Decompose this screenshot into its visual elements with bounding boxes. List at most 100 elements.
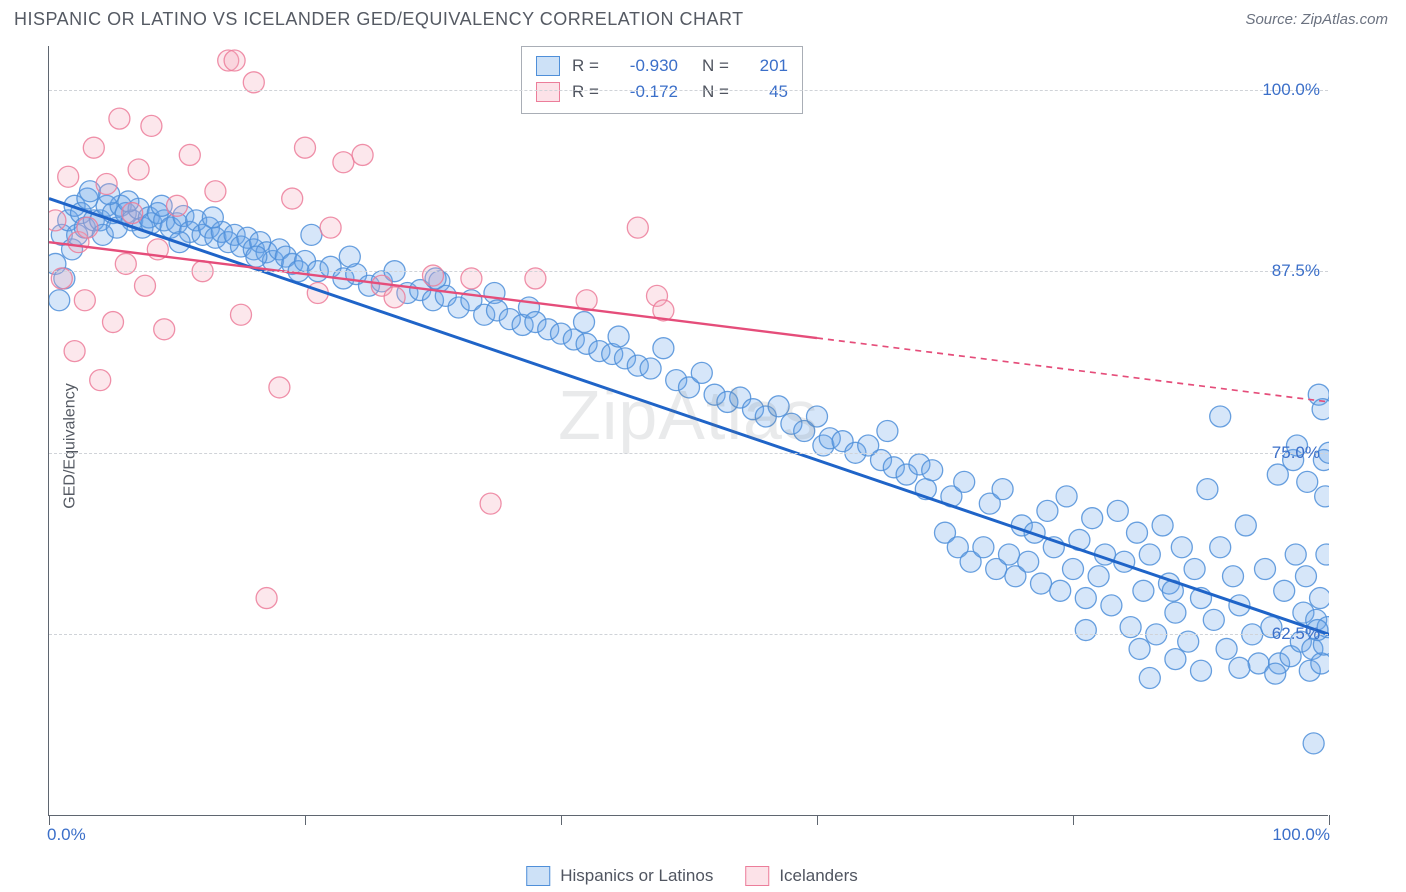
- x-tick: [305, 815, 306, 825]
- data-point: [205, 181, 226, 202]
- data-point: [627, 217, 648, 238]
- x-tick-label: 100.0%: [1272, 825, 1330, 845]
- data-point: [83, 137, 104, 158]
- data-point: [96, 174, 117, 195]
- y-tick-label: 87.5%: [1272, 261, 1320, 281]
- legend-n-label: N =: [702, 82, 736, 102]
- data-point: [1311, 653, 1329, 674]
- x-tick: [561, 815, 562, 825]
- data-point: [1152, 515, 1173, 536]
- data-point: [1063, 559, 1084, 580]
- data-point: [1274, 580, 1295, 601]
- data-point: [282, 188, 303, 209]
- data-point: [1018, 551, 1039, 572]
- data-point: [1056, 486, 1077, 507]
- data-point: [1037, 500, 1058, 521]
- data-point: [224, 50, 245, 71]
- data-point: [1223, 566, 1244, 587]
- data-point: [135, 275, 156, 296]
- data-point: [167, 195, 188, 216]
- legend-n-value: 201: [748, 56, 788, 76]
- gridline: [49, 90, 1328, 91]
- data-point: [141, 115, 162, 136]
- data-point: [1075, 588, 1096, 609]
- data-point: [1297, 471, 1318, 492]
- data-point: [1101, 595, 1122, 616]
- x-tick: [1073, 815, 1074, 825]
- data-point: [640, 358, 661, 379]
- data-point: [954, 471, 975, 492]
- legend-r-label: R =: [572, 82, 606, 102]
- trend-line-extrapolated: [817, 338, 1329, 402]
- data-point: [1031, 573, 1052, 594]
- data-point: [1088, 566, 1109, 587]
- data-point: [1315, 486, 1329, 507]
- legend-swatch: [745, 866, 769, 886]
- data-point: [231, 304, 252, 325]
- data-point: [64, 341, 85, 362]
- y-tick-label: 75.0%: [1272, 443, 1320, 463]
- data-point: [1203, 609, 1224, 630]
- data-point: [1165, 602, 1186, 623]
- data-point: [1210, 537, 1231, 558]
- legend-stat-row: R = -0.172 N = 45: [536, 79, 788, 105]
- data-point: [384, 287, 405, 308]
- y-tick-label: 62.5%: [1272, 624, 1320, 644]
- correlation-stats-legend: R =-0.930N =201R =-0.172N =45: [521, 46, 803, 114]
- gridline: [49, 453, 1328, 454]
- legend-n-value: 45: [748, 82, 788, 102]
- data-point: [608, 326, 629, 347]
- data-point: [295, 137, 316, 158]
- data-point: [1107, 500, 1128, 521]
- data-point: [246, 246, 267, 267]
- legend-r-value: -0.172: [618, 82, 678, 102]
- data-point: [1229, 657, 1250, 678]
- x-tick: [817, 815, 818, 825]
- data-point: [269, 377, 290, 398]
- data-point: [1312, 399, 1329, 420]
- data-point: [333, 152, 354, 173]
- chart-title: HISPANIC OR LATINO VS ICELANDER GED/EQUI…: [14, 9, 744, 30]
- data-point: [1191, 660, 1212, 681]
- data-point: [691, 362, 712, 383]
- data-point: [122, 203, 143, 224]
- data-point: [1171, 537, 1192, 558]
- legend-series-label: Hispanics or Latinos: [560, 866, 713, 886]
- legend-swatch: [536, 56, 560, 76]
- legend-swatch: [526, 866, 550, 886]
- scatter-plot-area: ZipAtlas R =-0.930N =201R =-0.172N =45 6…: [48, 46, 1328, 816]
- data-point: [999, 544, 1020, 565]
- data-point: [77, 217, 98, 238]
- data-point: [1139, 667, 1160, 688]
- data-point: [74, 290, 95, 311]
- data-point: [1295, 566, 1316, 587]
- data-point: [58, 166, 79, 187]
- data-point: [1197, 479, 1218, 500]
- data-point: [352, 144, 373, 165]
- data-point: [109, 108, 130, 129]
- data-point: [423, 265, 444, 286]
- data-point: [128, 159, 149, 180]
- data-point: [202, 207, 223, 228]
- data-point: [1303, 733, 1324, 754]
- data-point: [1184, 559, 1205, 580]
- data-point: [301, 224, 322, 245]
- data-point: [973, 537, 994, 558]
- data-point: [1235, 515, 1256, 536]
- data-point: [768, 396, 789, 417]
- data-point: [1216, 638, 1237, 659]
- data-point: [49, 210, 66, 231]
- legend-n-label: N =: [702, 56, 736, 76]
- data-point: [154, 319, 175, 340]
- data-point: [1316, 544, 1329, 565]
- data-point: [1075, 620, 1096, 641]
- data-point: [1310, 588, 1329, 609]
- data-point: [1255, 559, 1276, 580]
- x-tick-label: 0.0%: [47, 825, 86, 845]
- data-point: [1210, 406, 1231, 427]
- data-point: [339, 246, 360, 267]
- legend-r-label: R =: [572, 56, 606, 76]
- x-tick: [49, 815, 50, 825]
- trend-line: [49, 199, 1329, 635]
- data-point: [103, 312, 124, 333]
